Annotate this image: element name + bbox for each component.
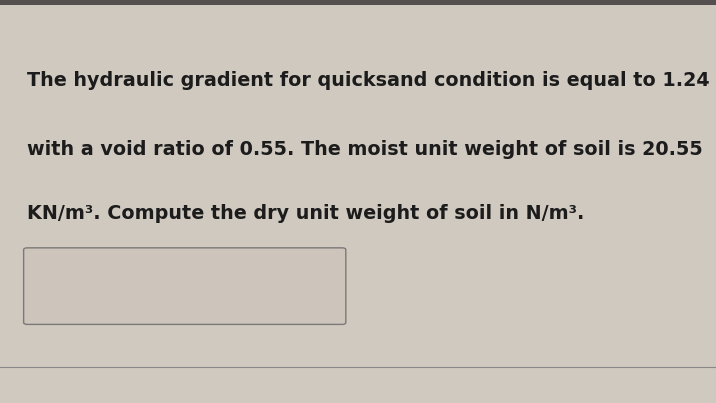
FancyBboxPatch shape xyxy=(24,248,346,324)
Bar xyxy=(0,0,716,5)
Text: with a void ratio of 0.55. The moist unit weight of soil is 20.55: with a void ratio of 0.55. The moist uni… xyxy=(27,139,703,159)
Text: The hydraulic gradient for quicksand condition is equal to 1.24: The hydraulic gradient for quicksand con… xyxy=(27,71,710,90)
Text: KN/m³. Compute the dry unit weight of soil in N/m³.: KN/m³. Compute the dry unit weight of so… xyxy=(27,204,584,223)
